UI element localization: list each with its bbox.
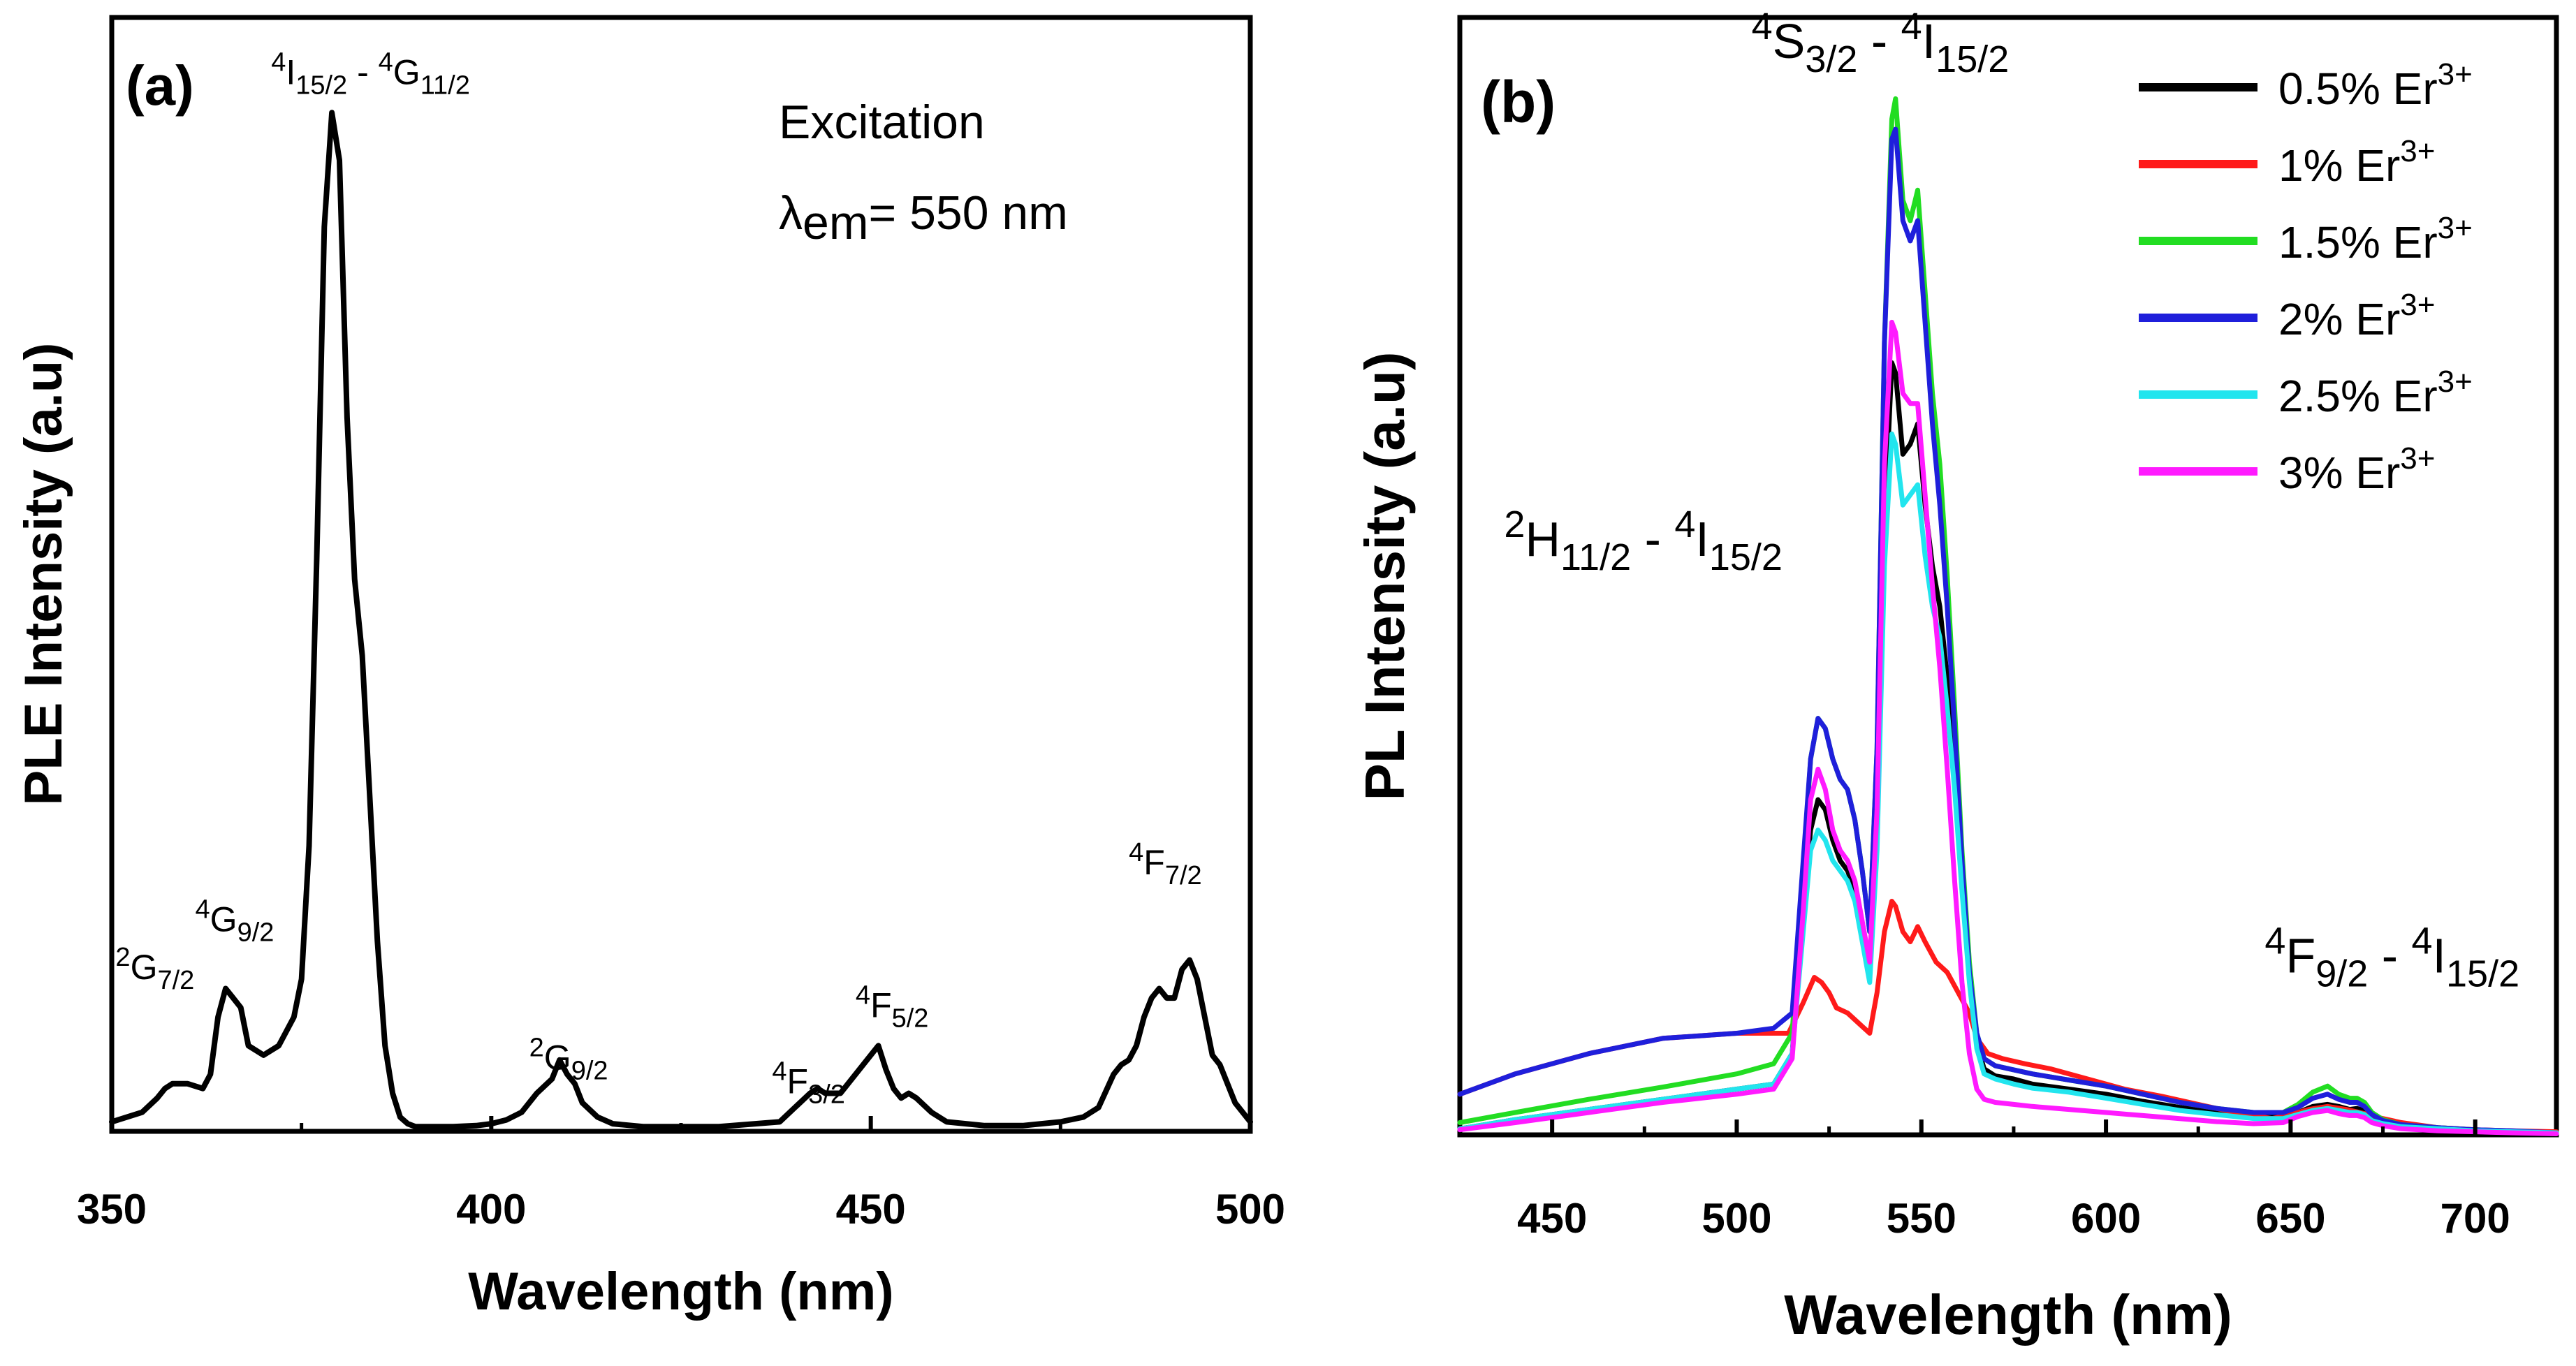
x-ticks-a: 350 400 450 500	[77, 1116, 1285, 1233]
transition-label: 4F9/2 - 4I15/2	[2264, 920, 2519, 994]
series-line-a-0	[109, 110, 1253, 1130]
y-axis-title-a: PLE Intensity (a.u)	[14, 343, 73, 806]
panel-label-a: (a)	[126, 54, 194, 117]
plot-frame-b	[1457, 15, 2559, 1138]
x-tick-label: 350	[77, 1186, 147, 1233]
x-tick-label: 500	[1215, 1186, 1285, 1233]
transition-label: 4F3/2	[772, 1057, 845, 1109]
annotations-b: 4S3/2 - 4I15/2 2H11/2 - 4I15/2 4F9/2 - 4I1…	[1504, 6, 2519, 994]
series-line-b-5	[1457, 319, 2559, 1136]
series-group-a	[109, 110, 1253, 1130]
legend-label: 2.5% Er3+	[2278, 365, 2473, 421]
x-axis-title-a: Wavelength (nm)	[468, 1262, 893, 1321]
transition-label: 4S3/2 - 4I15/2	[1752, 6, 2010, 80]
legend-label: 1.5% Er3+	[2278, 211, 2473, 267]
panel-label-b: (b)	[1481, 69, 1556, 135]
transition-label: 2G7/2	[115, 943, 194, 995]
legend-label: 2% Er3+	[2278, 288, 2435, 344]
y-axis-title-b: PL Intensity (a.u)	[1354, 351, 1416, 800]
transition-label: 4I15/2 - 4G11/2	[271, 47, 470, 100]
transition-label: 2H11/2 - 4I15/2	[1504, 504, 1783, 578]
transition-label: 2G9/2	[529, 1033, 608, 1085]
x-tick-label: 500	[1702, 1195, 1771, 1242]
plot-frame-a	[109, 15, 1253, 1134]
legend-label: 1% Er3+	[2278, 134, 2435, 191]
excitation-label: Excitation	[779, 96, 985, 149]
x-tick-label: 700	[2440, 1195, 2510, 1242]
x-axis-title-b: Wavelength (nm)	[1784, 1284, 2232, 1346]
x-tick-label: 550	[1887, 1195, 1956, 1242]
x-tick-label: 650	[2255, 1195, 2325, 1242]
legend-label: 0.5% Er3+	[2278, 57, 2473, 114]
series-group-b	[1457, 96, 2559, 1136]
x-tick-label: 450	[1517, 1195, 1587, 1242]
x-tick-label: 450	[836, 1186, 906, 1233]
x-tick-label: 400	[456, 1186, 526, 1233]
legend: 0.5% Er3+ 1% Er3+ 1.5% Er3+ 2% Er3+ 2.5% Er3…	[2139, 57, 2473, 498]
x-tick-label: 600	[2071, 1195, 2141, 1242]
panel-b: 450 500 550 600 650 700 4S3/2 - 4I15/2 2H11/2 …	[1354, 6, 2559, 1346]
series-line-b-3	[1457, 126, 2559, 1136]
transition-label: 4F7/2	[1129, 838, 1202, 890]
transition-label: 4G9/2	[196, 895, 275, 948]
transition-label: 4F5/2	[856, 981, 929, 1033]
x-ticks-b: 450 500 550 600 650 700	[1517, 1119, 2510, 1242]
lambda-em-label: λem= 550 nm	[779, 186, 1068, 249]
series-line-b-4	[1457, 431, 2559, 1136]
legend-label: 3% Er3+	[2278, 441, 2435, 498]
